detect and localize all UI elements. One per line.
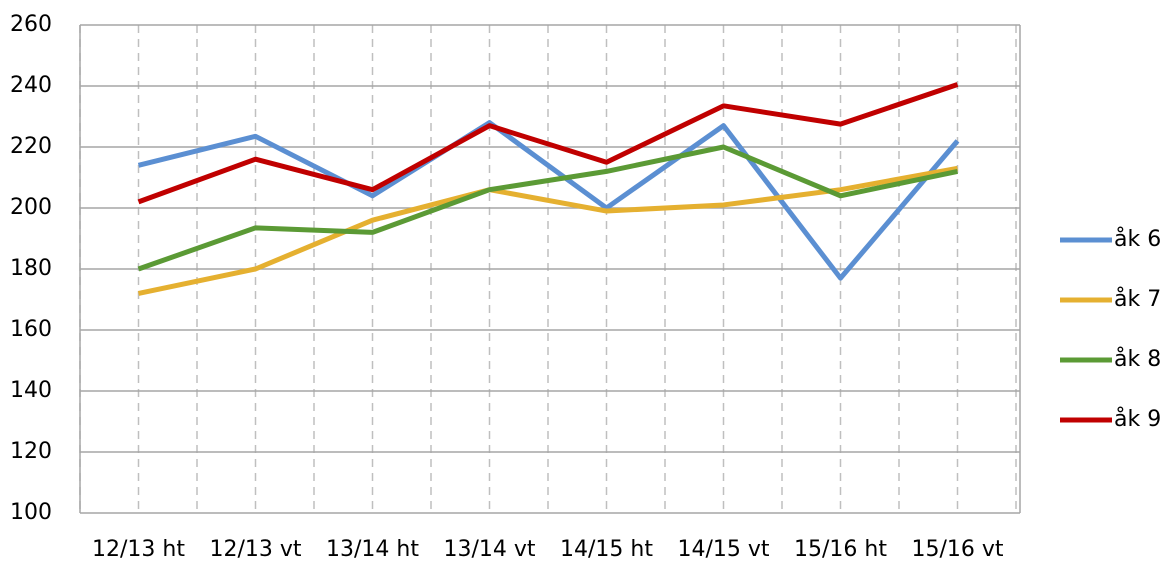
series-line — [137, 144, 959, 272]
x-tick-label: 12/13 ht — [92, 537, 185, 562]
series-line — [137, 120, 960, 281]
x-tick-label: 15/16 vt — [911, 537, 1003, 562]
x-tick-label: 14/15 ht — [560, 537, 653, 562]
y-tick-label: 220 — [10, 134, 52, 159]
x-tick-label: 13/14 vt — [443, 537, 535, 562]
legend-label: åk 6 — [1114, 226, 1161, 252]
y-tick-label: 260 — [10, 12, 52, 37]
y-tick-label: 140 — [10, 378, 52, 403]
y-tick-label: 120 — [10, 439, 52, 464]
legend-label: åk 9 — [1114, 406, 1161, 432]
y-tick-label: 100 — [10, 500, 52, 525]
y-tick-label: 240 — [10, 73, 52, 98]
x-tick-label: 15/16 ht — [794, 537, 887, 562]
legend-label: åk 8 — [1114, 346, 1161, 372]
y-tick-label: 160 — [10, 317, 52, 342]
x-tick-label: 13/14 ht — [326, 537, 419, 562]
x-tick-label: 14/15 vt — [677, 537, 769, 562]
x-tick-label: 12/13 vt — [209, 537, 301, 562]
legend-label: åk 7 — [1114, 286, 1161, 312]
y-tick-label: 180 — [10, 256, 52, 281]
series-line — [137, 165, 958, 296]
y-tick-label: 200 — [10, 195, 52, 220]
series-line — [137, 82, 959, 205]
